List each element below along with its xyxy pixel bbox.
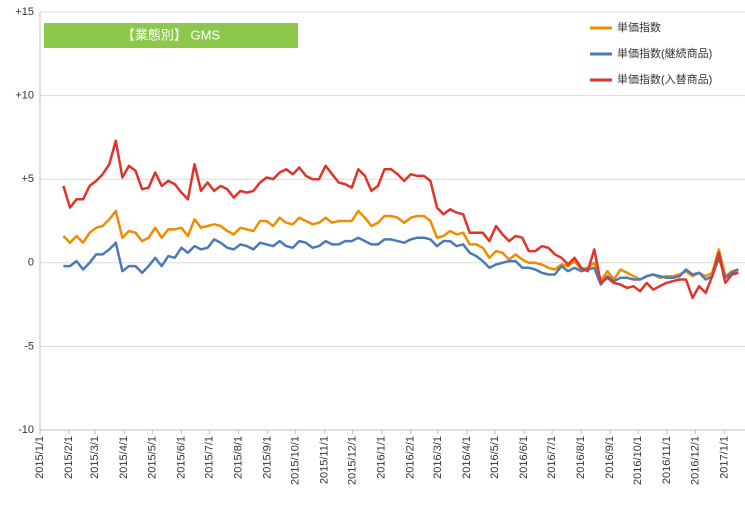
- y-tick-label: +10: [15, 90, 34, 102]
- x-tick-label: 2016/1/1: [376, 436, 388, 479]
- x-tick-label: 2015/4/1: [118, 436, 130, 479]
- x-tick-label: 2015/11/1: [319, 436, 331, 484]
- x-tick-label: 2016/11/1: [661, 436, 673, 484]
- x-tick-label: 2016/10/1: [632, 436, 644, 485]
- x-tick-label: 2016/9/1: [604, 436, 616, 479]
- x-tick-label: 2015/8/1: [232, 436, 244, 479]
- x-tick-label: 2015/10/1: [290, 436, 302, 485]
- y-tick-label: -10: [18, 424, 34, 436]
- legend-label: 単価指数: [617, 20, 661, 34]
- series-line: [63, 236, 739, 286]
- x-tick-label: 2016/5/1: [489, 436, 501, 479]
- x-tick-label: 2015/5/1: [146, 436, 158, 479]
- x-tick-label: 2016/7/1: [546, 436, 558, 479]
- x-tick-label: 2015/9/1: [261, 436, 273, 479]
- legend-label: 単価指数(継続商品): [617, 46, 712, 60]
- x-tick-label: 2015/1/1: [34, 436, 46, 479]
- x-tick-label: 2016/12/1: [689, 436, 701, 485]
- title-box: [44, 23, 298, 48]
- x-tick-label: 2016/2/1: [405, 436, 417, 479]
- x-tick-label: 2017/1/1: [718, 436, 730, 479]
- x-tick-label: 2015/7/1: [203, 436, 215, 479]
- y-tick-label: 0: [28, 257, 34, 269]
- x-tick-label: 2016/8/1: [575, 436, 587, 479]
- x-tick-label: 2016/6/1: [518, 436, 530, 479]
- y-tick-label: +15: [15, 6, 34, 18]
- x-tick-label: 2015/2/1: [63, 436, 75, 479]
- chart-title: 【業態別】 GMS: [122, 27, 221, 42]
- y-tick-label: -5: [24, 340, 34, 352]
- y-tick-label: +5: [21, 173, 34, 185]
- x-tick-label: 2015/3/1: [89, 436, 101, 479]
- x-tick-label: 2016/3/1: [432, 436, 444, 479]
- series-line: [62, 209, 739, 283]
- x-tick-label: 2015/12/1: [347, 436, 359, 485]
- x-tick-label: 2015/6/1: [175, 436, 187, 479]
- series-line: [62, 139, 739, 300]
- legend-label: 単価指数(入替商品): [617, 72, 712, 86]
- x-tick-label: 2016/4/1: [461, 436, 473, 479]
